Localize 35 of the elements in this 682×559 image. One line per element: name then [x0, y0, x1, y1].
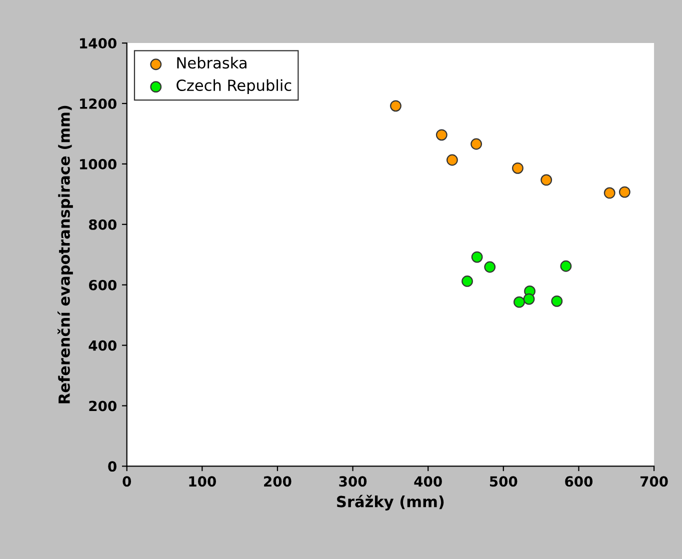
x-tick-label: 500	[490, 476, 518, 487]
y-tick-label: 1200	[80, 98, 116, 109]
y-tick-label: 600	[89, 280, 116, 290]
legend-label: Czech Republic	[176, 79, 292, 94]
point	[551, 295, 563, 307]
point	[604, 187, 616, 199]
y-axis-title: Referenční evapotranspirace (mm)	[58, 106, 73, 404]
x-tick-label: 200	[264, 476, 292, 487]
y-tick-label: 200	[89, 400, 116, 412]
x-tick-label: 100	[189, 476, 216, 487]
y-tick-label: 1400	[80, 38, 116, 49]
point	[470, 138, 482, 150]
y-tick-label: 800	[88, 219, 116, 230]
x-tick-label: 400	[414, 476, 442, 487]
y-tick-label: 400	[88, 340, 116, 351]
point	[560, 260, 572, 272]
point	[484, 261, 496, 273]
x-axis-title: Srážky (mm)	[337, 494, 444, 510]
point	[514, 296, 525, 308]
point	[436, 129, 448, 141]
point	[618, 186, 630, 198]
point	[462, 276, 473, 287]
y-tick-label: 1000	[80, 158, 116, 170]
point	[523, 293, 535, 305]
point	[446, 154, 458, 166]
x-tick-label: 600	[565, 476, 593, 487]
x-tick-label: 300	[339, 476, 367, 487]
point	[390, 100, 402, 112]
legend-label: Nebraska	[177, 56, 246, 69]
point	[540, 174, 552, 186]
x-tick-label: 0	[122, 476, 132, 487]
y-tick-label: 0	[108, 461, 116, 472]
x-tick-label: 700	[640, 476, 668, 487]
point	[512, 162, 524, 174]
point	[471, 251, 483, 263]
